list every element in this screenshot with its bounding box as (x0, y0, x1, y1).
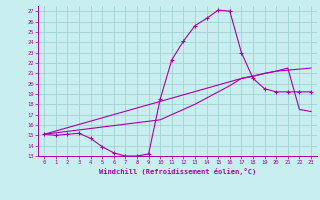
X-axis label: Windchill (Refroidissement éolien,°C): Windchill (Refroidissement éolien,°C) (99, 168, 256, 175)
